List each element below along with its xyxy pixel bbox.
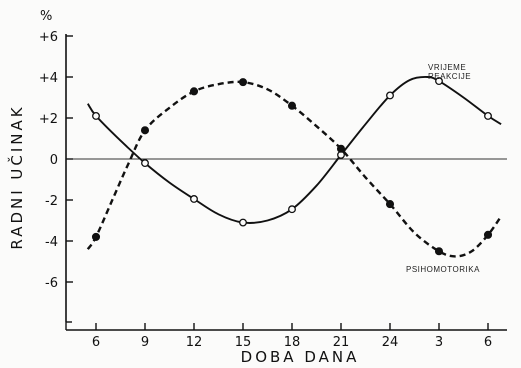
- x-tick-label: 18: [284, 335, 301, 350]
- data-point-vrijeme-reakcije: [239, 218, 247, 227]
- x-tick-label: 6: [484, 335, 492, 350]
- data-point-psihomotorika: [238, 78, 248, 87]
- x-axis-ticks: 6 9 12 15 18 21 24 3 6: [92, 323, 492, 350]
- series-psihomotorika: [86, 78, 503, 258]
- data-point-psihomotorika: [91, 232, 101, 241]
- x-axis-title: DOBA DANA: [241, 348, 360, 366]
- x-tick-label: 21: [333, 335, 350, 350]
- y-tick-label: +4: [39, 71, 58, 86]
- x-tick-label: 3: [435, 335, 443, 350]
- x-tick-label: 9: [141, 335, 149, 350]
- series-label-psihomotorika: PSIHOMOTORIKA: [406, 265, 480, 274]
- data-point-psihomotorika: [385, 200, 395, 209]
- y-tick-label: +2: [39, 112, 58, 127]
- data-point-psihomotorika: [336, 144, 346, 153]
- data-point-vrijeme-reakcije: [141, 159, 149, 168]
- y-axis-unit: %: [40, 9, 52, 24]
- series-vrijeme-reakcije: [86, 75, 502, 227]
- data-point-psihomotorika: [189, 87, 199, 96]
- data-point-vrijeme-reakcije: [386, 91, 394, 100]
- x-tick-label: 15: [235, 335, 252, 350]
- y-tick-label: 0: [50, 153, 58, 168]
- data-point-psihomotorika: [287, 101, 297, 110]
- data-point-vrijeme-reakcije: [92, 111, 100, 120]
- y-tick-label: -2: [45, 194, 58, 209]
- data-point-vrijeme-reakcije: [288, 205, 296, 214]
- y-tick-label: -4: [45, 235, 58, 250]
- data-point-vrijeme-reakcije: [484, 111, 492, 120]
- x-tick-label: 24: [382, 335, 399, 350]
- data-point-psihomotorika: [483, 230, 493, 239]
- series-line-vrijeme-reakcije: [86, 75, 502, 224]
- data-point-vrijeme-reakcije: [190, 195, 198, 203]
- x-tick-label: 12: [186, 335, 203, 350]
- series-group: [86, 75, 503, 258]
- y-axis-title: RADNI UČINAK: [7, 104, 26, 249]
- y-tick-label: +6: [39, 30, 58, 45]
- series-label-vrijeme-reakcije: VRIJEME: [428, 63, 466, 72]
- y-tick-label: -6: [45, 276, 58, 291]
- data-point-psihomotorika: [140, 126, 150, 135]
- data-point-vrijeme-reakcije: [435, 77, 443, 86]
- data-point-psihomotorika: [434, 247, 444, 256]
- x-tick-label: 6: [92, 335, 100, 350]
- y-axis-ticks: +6 +4 +2 0 -2 -4 -6: [39, 30, 73, 291]
- series-label-vrijeme-reakcije-line-2: REAKCIJE: [428, 72, 471, 81]
